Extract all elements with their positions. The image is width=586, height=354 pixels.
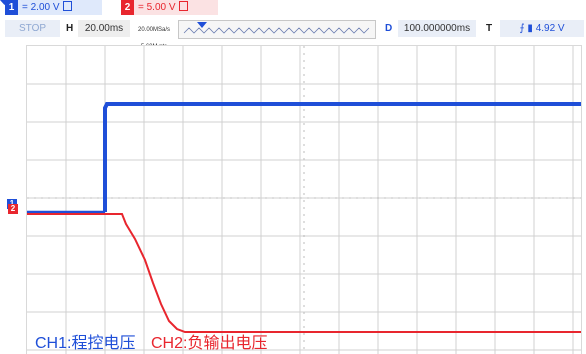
coupling-icon [178, 1, 188, 12]
channel-2-offset-marker[interactable]: 2 [8, 204, 18, 214]
run-stop-button[interactable]: STOP [5, 20, 60, 37]
channel-1-number: 1 [5, 0, 18, 15]
channel-tabs: 1 = 2.00 V 2 = 5.00 V [0, 0, 586, 18]
waveform-memory-icon [183, 22, 370, 34]
horizontal-label: H [66, 23, 74, 34]
waveform-grid [27, 46, 581, 354]
sample-rate: 20.00MSa/s [137, 27, 171, 33]
sample-rate-info: 20.00MSa/s 5.60M pts [132, 20, 176, 50]
channel-2-scale: = 5.00 V [134, 0, 218, 15]
trigger-level: 4.92 V [535, 23, 565, 34]
status-bar: STOP H 20.00ms 20.00MSa/s 5.60M pts D 10… [0, 18, 586, 50]
time-marker-icon [0, 0, 9, 5]
rising-edge-icon: ⨍ [519, 23, 525, 34]
channel-1-label: CH1:程控电压 [35, 335, 136, 352]
delay-value[interactable]: 100.000000ms [398, 20, 476, 37]
trigger-setting[interactable]: ⨍ ▮ 4.92 V [500, 20, 584, 37]
horizontal-time-scale[interactable]: 20.00ms [78, 20, 130, 37]
channel-2-number: 2 [121, 0, 134, 15]
memory-depth-bar[interactable] [178, 20, 376, 39]
channel-1-scale: = 2.00 V [18, 0, 102, 15]
coupling-icon [62, 1, 72, 12]
delay-label: D [385, 23, 393, 34]
channel-2-label: CH2:负输出电压 [151, 335, 268, 352]
trigger-label: T [486, 23, 493, 34]
waveform-display[interactable] [26, 45, 582, 354]
trigger-source-icon: ▮ [527, 23, 533, 34]
